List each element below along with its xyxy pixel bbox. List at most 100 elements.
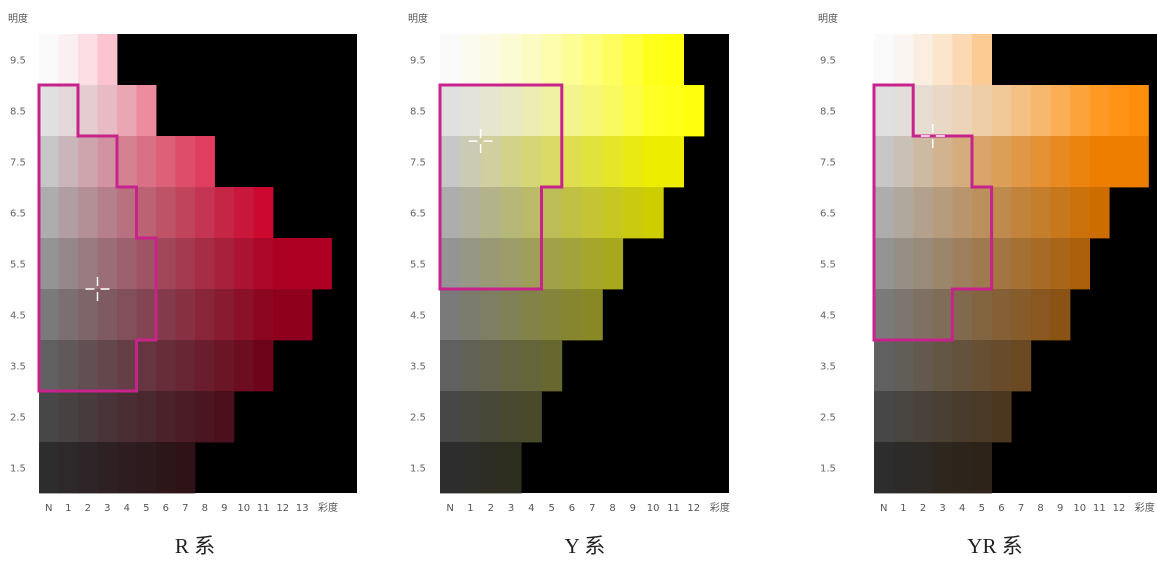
y-axis-title: 明度: [408, 12, 428, 25]
color-cell: [480, 34, 502, 86]
x-tick-label: 5: [143, 503, 149, 514]
chart-r-title: R 系: [174, 534, 216, 558]
color-cell: [972, 340, 992, 392]
color-cell: [541, 238, 563, 290]
color-cell: [97, 34, 118, 86]
color-cell: [78, 238, 98, 290]
y-tick-label: 6.5: [820, 209, 836, 220]
color-cell: [1128, 85, 1149, 137]
color-cell: [913, 442, 934, 494]
x-tick-label: 13: [296, 503, 309, 514]
color-cell: [253, 238, 274, 290]
color-cell: [1128, 136, 1149, 188]
x-tick-label: 3: [104, 503, 110, 514]
x-tick-label: 6: [569, 503, 575, 514]
color-cell: [874, 187, 894, 239]
color-cell: [622, 85, 644, 137]
color-cell: [39, 289, 59, 341]
color-cell: [972, 136, 992, 188]
color-cell: [440, 136, 461, 188]
color-cell: [952, 238, 973, 290]
color-cell: [874, 391, 894, 443]
color-cell: [893, 85, 914, 137]
y-tick-label: 2.5: [410, 413, 426, 424]
color-cell: [195, 136, 215, 188]
color-cell: [972, 85, 992, 137]
color-cell: [1011, 187, 1032, 239]
color-cell: [874, 34, 894, 86]
color-cell: [253, 289, 274, 341]
color-cell: [932, 85, 953, 137]
color-cell: [97, 238, 118, 290]
color-cell: [602, 85, 624, 137]
color-cell: [561, 187, 583, 239]
color-cell: [500, 442, 522, 494]
color-cell: [460, 136, 481, 188]
color-cell: [97, 391, 118, 443]
color-cell: [582, 187, 603, 239]
color-cell: [156, 187, 176, 239]
x-tick-label: N: [446, 503, 453, 514]
color-cell: [480, 187, 502, 239]
color-cell: [97, 340, 118, 392]
x-tick-label: 9: [1057, 503, 1063, 514]
color-cell: [913, 34, 934, 86]
color-cell: [541, 340, 563, 392]
color-cell: [78, 136, 98, 188]
color-cell: [932, 340, 953, 392]
color-cell: [175, 442, 196, 494]
color-cell: [175, 187, 196, 239]
color-cell: [39, 442, 59, 494]
color-cell: [195, 238, 215, 290]
color-cell: [893, 34, 914, 86]
color-cell: [117, 238, 137, 290]
color-cell: [136, 289, 157, 341]
chart-yr: 明度9.58.57.56.55.54.53.52.51.5N 1 2 3 4 5 6 7 8 9 1…: [818, 12, 1157, 514]
color-cell: [500, 391, 522, 443]
color-cell: [460, 340, 481, 392]
color-cell: [1050, 187, 1071, 239]
color-cell: [156, 391, 176, 443]
color-cell: [58, 85, 79, 137]
y-tick-label: 3.5: [820, 362, 836, 373]
x-tick-label: 11: [667, 503, 680, 514]
color-cell: [58, 340, 79, 392]
color-cell: [952, 136, 973, 188]
color-cell: [663, 85, 684, 137]
color-cell: [622, 136, 644, 188]
color-cell: [500, 136, 522, 188]
color-cell: [1050, 289, 1071, 341]
color-cell: [480, 340, 502, 392]
color-cell: [156, 442, 176, 494]
chart-y: 明度9.58.57.56.55.54.53.52.51.5N 1 2 3 4 5 6 7 8 9 1…: [408, 12, 730, 514]
color-cell: [521, 187, 542, 239]
y-tick-label: 7.5: [10, 158, 26, 169]
color-cell: [214, 391, 235, 443]
color-cell: [273, 238, 293, 290]
color-cell: [521, 34, 542, 86]
color-cell: [292, 289, 313, 341]
color-cell: [460, 442, 481, 494]
y-tick-label: 3.5: [10, 362, 26, 373]
x-tick-label: 9: [630, 503, 636, 514]
color-cell: [1011, 85, 1032, 137]
color-cell: [874, 238, 894, 290]
color-cell: [117, 136, 137, 188]
y-tick-label: 5.5: [410, 260, 426, 271]
color-cell: [972, 391, 992, 443]
color-cell: [214, 238, 235, 290]
y-tick-label: 7.5: [410, 158, 426, 169]
color-cell: [932, 442, 953, 494]
color-cell: [156, 340, 176, 392]
color-cell: [136, 238, 157, 290]
color-cell: [460, 289, 481, 341]
x-tick-label: 7: [589, 503, 595, 514]
color-cell: [97, 187, 118, 239]
color-cell: [893, 340, 914, 392]
color-cell: [1050, 85, 1071, 137]
color-cell: [1050, 136, 1071, 188]
color-cell: [561, 136, 583, 188]
color-cell: [440, 289, 461, 341]
color-cell: [440, 34, 461, 86]
color-cell: [117, 340, 137, 392]
